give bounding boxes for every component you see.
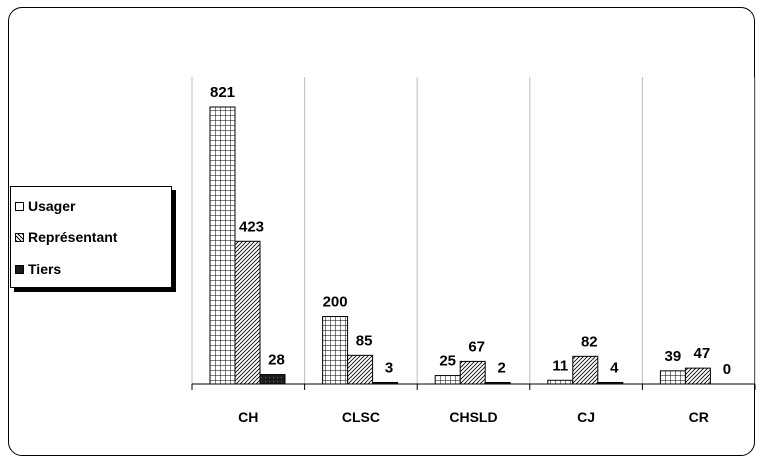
data-label: 82 bbox=[581, 333, 598, 350]
category-label: CH bbox=[238, 409, 258, 425]
bar-usager-cr bbox=[659, 370, 686, 385]
data-label: 3 bbox=[385, 360, 393, 377]
solid-pattern-icon bbox=[15, 264, 24, 274]
bar-représentant-ch bbox=[234, 240, 261, 385]
category-label: CHSLD bbox=[449, 409, 497, 425]
legend: Usager Représentant Tiers bbox=[10, 186, 172, 288]
data-label: 4 bbox=[610, 360, 619, 377]
data-label: 821 bbox=[210, 84, 235, 101]
bar-représentant-clsc bbox=[347, 354, 374, 385]
data-label: 39 bbox=[665, 348, 682, 365]
legend-item-representant: Représentant bbox=[15, 227, 117, 247]
data-label: 2 bbox=[498, 360, 506, 377]
data-label: 11 bbox=[552, 357, 568, 374]
legend-label: Représentant bbox=[28, 229, 118, 245]
bars bbox=[209, 106, 711, 385]
category-separators bbox=[191, 77, 756, 384]
legend-item-usager: Usager bbox=[15, 196, 75, 216]
data-labels: 821 423 28 200 85 3 25 67 2 11 82 4 39 47 0 bbox=[210, 84, 731, 378]
data-label: 28 bbox=[268, 352, 285, 369]
bar-usager-ch bbox=[209, 106, 236, 385]
category-label: CLSC bbox=[342, 409, 380, 425]
bar-représentant-cj bbox=[572, 355, 599, 385]
legend-label: Usager bbox=[28, 198, 76, 214]
bar-représentant-cr bbox=[684, 367, 711, 385]
data-label: 423 bbox=[239, 218, 264, 235]
diagonal-pattern-icon bbox=[15, 232, 24, 242]
data-label: 47 bbox=[694, 345, 711, 362]
data-label: 25 bbox=[439, 353, 456, 370]
data-label: 67 bbox=[468, 338, 485, 355]
data-label: 0 bbox=[723, 361, 731, 378]
x-axis: CH CLSC CHSLD CJ CR bbox=[191, 383, 756, 425]
legend-item-tiers: Tiers bbox=[15, 259, 61, 279]
data-label: 85 bbox=[356, 332, 373, 349]
legend-label: Tiers bbox=[28, 261, 62, 277]
data-label: 200 bbox=[323, 294, 348, 311]
bar-usager-clsc bbox=[322, 316, 349, 385]
bar-tiers-ch bbox=[259, 374, 286, 385]
bar-usager-chsld bbox=[434, 375, 461, 385]
category-label: CJ bbox=[577, 409, 595, 425]
bar-usager-cj bbox=[547, 379, 574, 385]
grid-pattern-icon bbox=[15, 201, 24, 211]
bar-représentant-chsld bbox=[459, 360, 486, 385]
category-label: CR bbox=[689, 409, 709, 425]
